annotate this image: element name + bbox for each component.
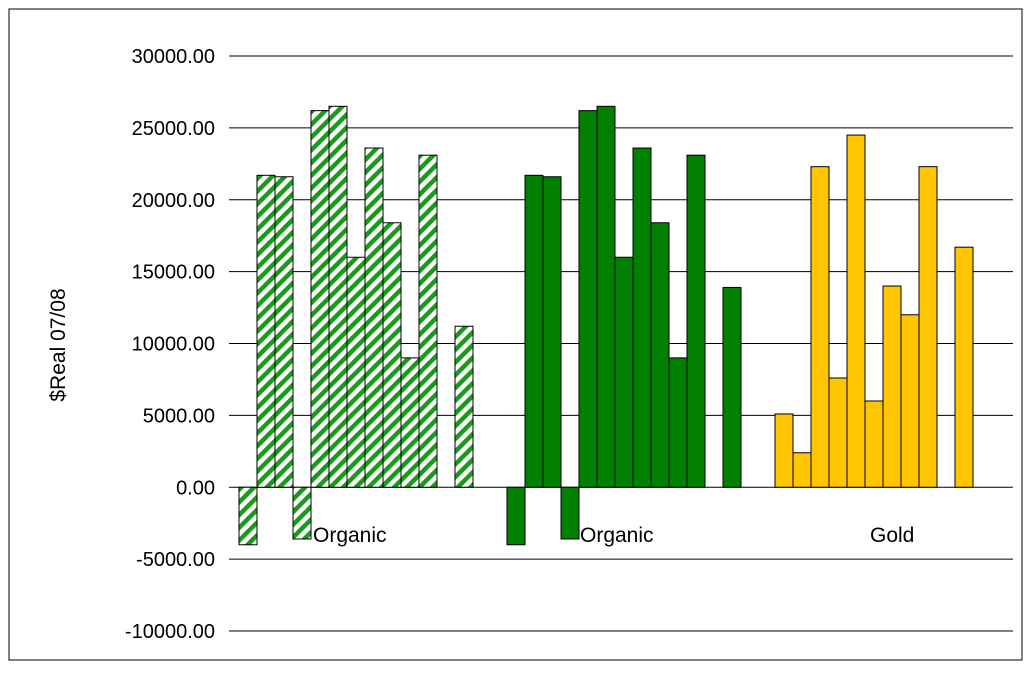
- bar: [382, 222, 402, 488]
- group-label: Gold: [870, 524, 914, 547]
- bar: [364, 147, 384, 488]
- bar: [400, 357, 420, 488]
- y-tick-label: 20000.00: [132, 190, 215, 212]
- bar: [722, 286, 742, 488]
- bar: [774, 413, 794, 488]
- group-label: Organic: [580, 524, 654, 547]
- y-tick-label: 30000.00: [132, 46, 215, 68]
- group-label: Organic: [313, 524, 387, 547]
- y-tick-label: -5000.00: [136, 549, 215, 571]
- y-tick-label: 25000.00: [132, 118, 215, 140]
- bar: [650, 222, 670, 488]
- bar: [310, 110, 330, 488]
- bar: [238, 486, 258, 546]
- bar: [954, 246, 974, 488]
- bar: [346, 256, 366, 488]
- y-tick-label: 5000.00: [143, 405, 215, 427]
- y-tick-label: 10000.00: [132, 334, 215, 356]
- bar: [900, 314, 920, 488]
- group-labels: Organic Organic Gold: [313, 524, 914, 547]
- bar: [560, 486, 580, 540]
- bar: [828, 377, 848, 488]
- bar: [846, 134, 866, 488]
- bar: [882, 285, 902, 488]
- bar: [686, 154, 706, 488]
- bar: [274, 176, 294, 488]
- bar: [418, 154, 438, 488]
- bar: [256, 174, 276, 488]
- bar: [506, 486, 526, 546]
- bar: [632, 147, 652, 488]
- bar: [328, 105, 348, 488]
- bar: [454, 325, 474, 488]
- bar: [614, 256, 634, 488]
- bar: [524, 174, 544, 488]
- y-axis-ticks: -10000.00 -5000.00 0.00 5000.00 10000.00 1500…: [125, 46, 215, 643]
- y-tick-label: -10000.00: [125, 621, 215, 643]
- bar: [542, 176, 562, 488]
- bar: [668, 357, 688, 488]
- y-axis-label: $Real 07/08: [47, 288, 70, 401]
- bar: [792, 452, 812, 488]
- bar: [810, 166, 830, 488]
- bar: [292, 486, 312, 540]
- bar: [596, 105, 616, 488]
- bar: [578, 110, 598, 488]
- bar: [918, 166, 938, 488]
- y-tick-label: 15000.00: [132, 262, 215, 284]
- bars: [238, 105, 974, 546]
- y-tick-label: 0.00: [176, 477, 215, 499]
- bar: [864, 400, 884, 488]
